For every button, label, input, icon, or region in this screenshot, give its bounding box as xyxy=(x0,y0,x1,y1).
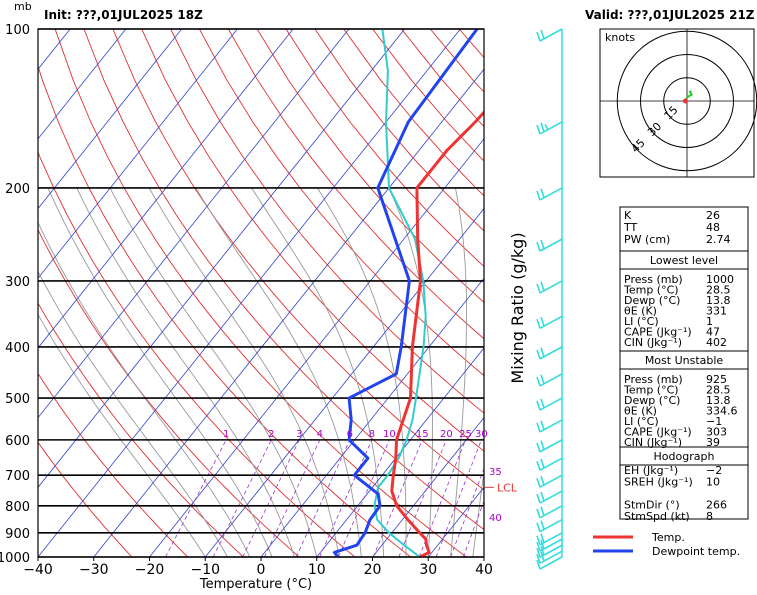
pressure-tick-label: 200 xyxy=(5,182,30,197)
init-time-label: Init: ???,01JUL2025 18Z xyxy=(44,8,203,22)
moist-adiabat xyxy=(0,188,205,557)
moist-adiabat xyxy=(110,188,317,557)
index-label: PW (cm) xyxy=(624,233,670,246)
index-value: 8 xyxy=(706,510,713,523)
mixing-ratio-label: 25 xyxy=(459,429,472,440)
isotherm xyxy=(94,29,516,557)
dry-adiabat xyxy=(0,29,243,557)
hodo-title: Hodograph xyxy=(654,450,715,463)
unstable-title: Most Unstable xyxy=(645,354,724,367)
index-value: 10 xyxy=(706,476,720,489)
mixing-ratio-line xyxy=(451,440,495,557)
wind-barb xyxy=(537,29,562,41)
index-value: 402 xyxy=(706,336,727,349)
pressure-tick-label: 800 xyxy=(5,500,30,515)
mixing-ratio-line xyxy=(463,440,507,557)
moist-adiabat xyxy=(473,188,511,557)
index-label: CIN (Jkg⁻¹) xyxy=(624,436,682,449)
temperature-tick-label: 40 xyxy=(475,562,493,578)
wind-barb xyxy=(537,239,562,251)
mixing-ratio-label: 30 xyxy=(475,429,488,440)
storm-motion-marker xyxy=(683,99,688,104)
mixing-ratio-label: 3 xyxy=(296,429,302,440)
isotherm xyxy=(205,29,627,557)
index-label: CIN (Jkg⁻¹) xyxy=(624,336,682,349)
mixing-ratio-line xyxy=(213,440,271,557)
mixing-ratio-label: 6 xyxy=(347,429,353,440)
wind-barb xyxy=(537,122,562,134)
wind-barb xyxy=(537,398,562,410)
pressure-tick-label: 700 xyxy=(5,469,30,484)
mixing-ratio-label: 2 xyxy=(268,429,274,440)
hodograph-unit-label: knots xyxy=(605,31,635,44)
wind-barb xyxy=(537,374,562,386)
wind-barb xyxy=(537,533,562,545)
moist-adiabat xyxy=(317,188,406,557)
wind-barb xyxy=(537,506,562,518)
valid-time-label: Valid: ???,01JUL2025 21Z xyxy=(585,8,755,22)
wind-barb xyxy=(537,188,562,200)
pressure-tick-label: 500 xyxy=(5,392,30,407)
mixing-ratio-line xyxy=(243,440,300,557)
mixing-ratio-line xyxy=(264,440,319,557)
wind-barb xyxy=(537,520,562,532)
pressure-tick-label: 600 xyxy=(5,434,30,449)
lowest-title: Lowest level xyxy=(650,254,718,267)
wind-barb xyxy=(537,281,562,293)
mixing-ratio-label: 40 xyxy=(489,513,502,524)
mixing-ratio-label: 35 xyxy=(489,467,502,478)
mixing-ratio-axis-label: Mixing Ratio (g/kg) xyxy=(508,232,527,383)
temperature-tick-label: −30 xyxy=(79,562,109,578)
temperature-tick-label: 0 xyxy=(257,562,266,578)
mixing-ratio-label: 20 xyxy=(440,429,453,440)
wind-barb xyxy=(537,347,562,359)
pressure-tick-label: 100 xyxy=(5,23,30,38)
temperature-tick-label: −20 xyxy=(135,562,165,578)
legend: Temp. Dewpoint temp. xyxy=(593,531,740,558)
temperature-tick-label: 20 xyxy=(364,562,382,578)
pressure-tick-label: 900 xyxy=(5,527,30,542)
index-value: 39 xyxy=(706,436,720,449)
legend-dewpoint-label: Dewpoint temp. xyxy=(652,545,740,558)
legend-temp-label: Temp. xyxy=(651,531,685,544)
wind-barb xyxy=(537,440,562,452)
temperature-tick-label: 30 xyxy=(419,562,437,578)
temperature-tick-label: −40 xyxy=(23,562,53,578)
mixing-ratio-label: 10 xyxy=(383,429,396,440)
moist-adiabat xyxy=(23,188,250,557)
mixing-ratio-label: 4 xyxy=(317,429,323,440)
wind-barb xyxy=(537,491,562,503)
mixing-ratio-label: 8 xyxy=(369,429,375,440)
wind-barb xyxy=(537,316,562,328)
mixing-ratio-label: 1 xyxy=(223,429,229,440)
index-label: StmSpd (kt) xyxy=(624,510,690,523)
mixing-ratio-line xyxy=(296,440,350,557)
index-label: SREH (Jkg⁻¹) xyxy=(624,476,693,489)
temperature-tick-label: −10 xyxy=(190,562,220,578)
temperature-tick-labels: −40 −30 −20 −10 0 10 20 30 40 xyxy=(23,557,493,578)
moist-adiabat xyxy=(196,188,362,557)
pressure-tick-label: 400 xyxy=(5,341,30,356)
x-axis-label: Temperature (°C) xyxy=(199,577,312,591)
profile-dewpoint-temp xyxy=(334,29,477,557)
index-value: 2.74 xyxy=(706,233,731,246)
mixing-ratio-label: 15 xyxy=(416,429,429,440)
wind-barbs xyxy=(537,29,562,569)
wind-barb xyxy=(537,475,562,487)
lcl-label: LCL xyxy=(497,481,518,494)
wind-barb xyxy=(537,420,562,432)
temperature-tick-label: 10 xyxy=(308,562,326,578)
wind-barb xyxy=(537,458,562,470)
pressure-unit-label: mb xyxy=(14,0,32,13)
pressure-tick-label: 300 xyxy=(5,275,30,290)
isotherm xyxy=(38,29,460,557)
